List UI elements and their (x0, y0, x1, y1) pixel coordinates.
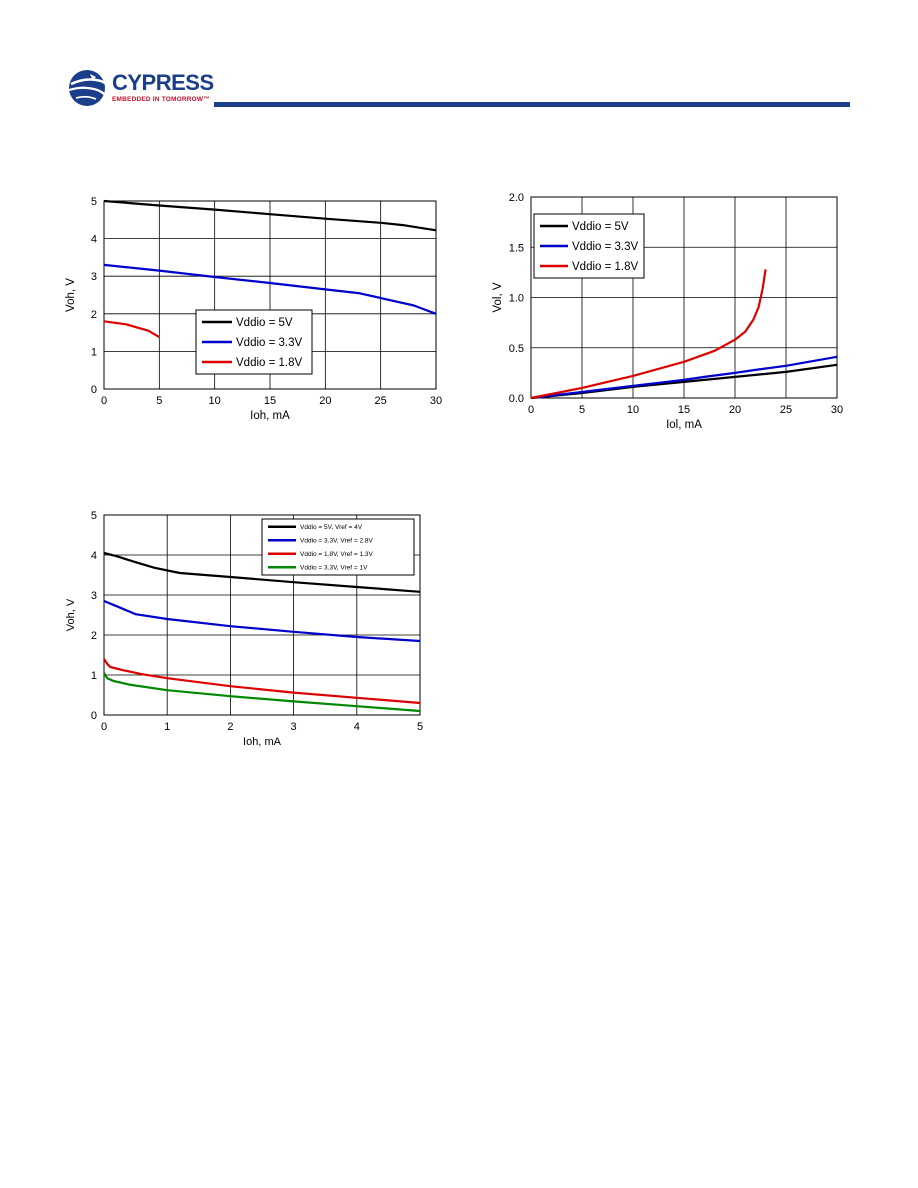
series-line-3 (103, 672, 421, 713)
x-tick-label: 10 (209, 395, 221, 407)
x-tick-label: 30 (831, 404, 843, 416)
x-tick-label: 25 (780, 404, 792, 416)
x-axis-label: Iol, mA (666, 419, 702, 431)
legend-entry: Vddio = 3.3V (572, 241, 639, 253)
cypress-logo: CYPRESS EMBEDDED IN TOMORROW™ (66, 68, 216, 110)
legend-entry: Vddio = 1.8V, Vref = 1.3V (300, 551, 374, 558)
header-rule (214, 102, 850, 107)
y-axis-label: Vol, V (492, 282, 504, 312)
series-line-1 (103, 599, 421, 643)
logo-wordmark: CYPRESS (112, 70, 214, 95)
y-tick-label: 5 (91, 510, 97, 522)
x-tick-label: 5 (417, 721, 423, 733)
x-tick-label: 5 (579, 404, 585, 416)
x-tick-label: 1 (164, 721, 170, 733)
plot-frame (530, 196, 838, 399)
y-tick-label: 1 (91, 670, 97, 682)
x-axis-label: Ioh, mA (243, 736, 282, 748)
plot-frame (103, 200, 437, 390)
y-tick-label: 0.5 (509, 343, 524, 355)
y-tick-label: 2 (91, 309, 97, 321)
legend-entry: Vddio = 3.3V, Vref = 1V (300, 565, 368, 572)
cypress-globe-icon (68, 70, 108, 106)
y-tick-label: 2.0 (509, 192, 524, 204)
legend-entry: Vddio = 5V (572, 221, 629, 233)
y-tick-label: 0 (91, 384, 97, 396)
series-line-2 (103, 320, 160, 339)
y-tick-label: 3 (91, 271, 97, 283)
legend-entry: Vddio = 5V (236, 317, 293, 329)
x-tick-label: 2 (227, 721, 233, 733)
x-tick-label: 5 (156, 395, 162, 407)
y-tick-label: 4 (91, 234, 97, 246)
y-axis-label: Voh, V (65, 598, 77, 631)
series-line-1 (103, 263, 437, 315)
y-tick-label: 1.0 (509, 293, 524, 305)
legend-box (261, 518, 415, 576)
legend-entry: Vddio = 3.3V, Vref = 2.8V (300, 538, 374, 545)
series-line-0 (103, 551, 421, 593)
legend-entry: Vddio = 1.8V (572, 261, 639, 273)
legend-entry: Vddio = 3.3V (236, 337, 303, 349)
legend: Vddio = 5V, Vref = 4V Vddio = 3.3V, Vref … (261, 518, 415, 576)
x-tick-label: 20 (319, 395, 331, 407)
x-tick-label: 3 (291, 721, 297, 733)
legend: Vddio = 5V Vddio = 3.3V Vddio = 1.8V (533, 213, 645, 279)
legend-entry: Vddio = 5V, Vref = 4V (300, 524, 363, 531)
y-tick-label: 1 (91, 346, 97, 358)
series-line-2 (530, 269, 767, 400)
x-tick-label: 30 (430, 395, 442, 407)
y-tick-label: 4 (91, 550, 97, 562)
x-tick-label: 4 (354, 721, 360, 733)
x-tick-label: 25 (375, 395, 387, 407)
x-tick-label: 15 (264, 395, 276, 407)
chart-voh-vs-ioh-vref: 0 1 2 3 4 5 0 1 2 3 4 5 Ioh, mA Voh, V Vddio = 5V, Vre… (65, 510, 423, 748)
x-axis-label: Ioh, mA (250, 410, 290, 422)
x-tick-label: 0 (528, 404, 534, 416)
y-tick-label: 0.0 (509, 393, 524, 405)
legend-entry: Vddio = 1.8V (236, 357, 303, 369)
legend-box (195, 309, 313, 375)
y-tick-label: 1.5 (509, 242, 524, 254)
chart-vol-vs-iol: 0 5 10 15 20 25 30 0.0 0.5 1.0 1.5 2.0 Iol, mA Vol, V… (492, 192, 843, 431)
y-tick-label: 2 (91, 630, 97, 642)
y-axis-label: Voh, V (65, 278, 77, 312)
x-tick-label: 20 (729, 404, 741, 416)
series-line-0 (103, 199, 437, 232)
y-tick-label: 3 (91, 590, 97, 602)
logo-tagline: EMBEDDED IN TOMORROW™ (112, 96, 210, 103)
x-tick-label: 0 (101, 721, 107, 733)
plot-frame (103, 514, 421, 716)
y-tick-label: 0 (91, 710, 97, 722)
x-tick-label: 0 (101, 395, 107, 407)
legend: Vddio = 5V Vddio = 3.3V Vddio = 1.8V (195, 309, 313, 375)
x-tick-label: 15 (678, 404, 690, 416)
x-tick-label: 10 (627, 404, 639, 416)
chart-voh-vs-ioh: 0 5 10 15 20 25 30 0 1 2 3 4 5 Ioh, mA Voh, V Vddio = 5… (65, 196, 442, 422)
y-tick-label: 5 (91, 196, 97, 208)
series-line-1 (530, 355, 838, 400)
series-line-2 (103, 658, 421, 705)
